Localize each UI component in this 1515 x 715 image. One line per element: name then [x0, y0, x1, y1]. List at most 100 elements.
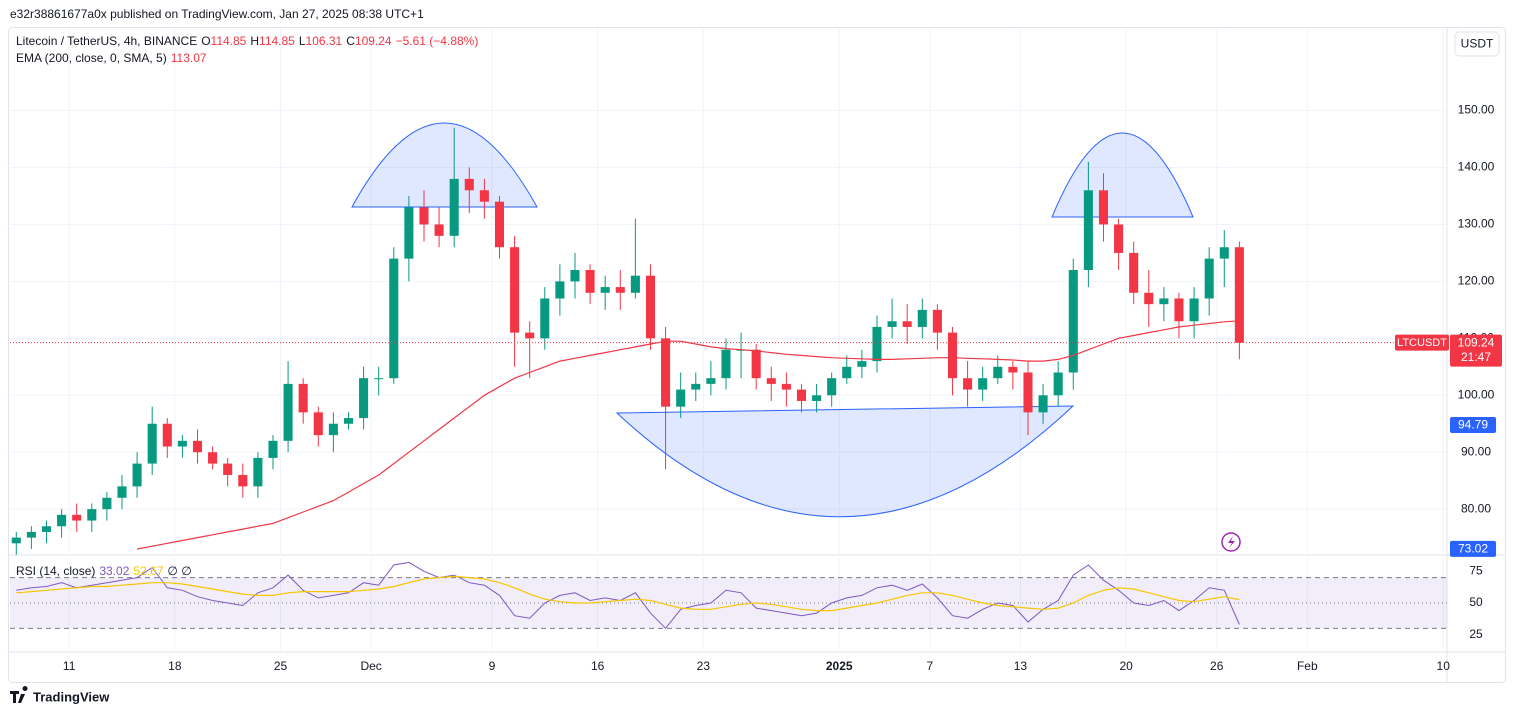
candle-body [812, 395, 822, 401]
candle-body [479, 190, 489, 202]
candle-body [1098, 190, 1109, 225]
candle-body [1129, 252, 1139, 293]
candle-body [887, 321, 897, 327]
candle-body [177, 440, 187, 447]
candle-body [192, 440, 203, 453]
candle-body [1174, 298, 1184, 322]
arc-drawing[interactable] [1051, 132, 1194, 218]
last-price-tag [1450, 334, 1502, 367]
candle-body [630, 275, 640, 293]
currency-button-label: USDT [1461, 37, 1494, 51]
publisher: e32r38861677a0x published on TradingView… [10, 7, 424, 21]
candle-body [645, 275, 656, 339]
candle-body [238, 474, 248, 487]
x-tick-label: 25 [274, 659, 288, 673]
candle-body [691, 383, 701, 390]
candle-body [1219, 247, 1229, 259]
candle-body [1159, 298, 1169, 305]
y-tick-label: 120.00 [1458, 274, 1495, 288]
candle-body [963, 378, 973, 390]
price-tag [1450, 416, 1496, 433]
price-tag-label: 73.02 [1458, 542, 1488, 556]
candle-body [1144, 292, 1154, 305]
candle-body [615, 287, 625, 293]
candle-body [525, 332, 535, 339]
logo-icon [10, 686, 28, 703]
y-tick-label: 100.00 [1458, 387, 1495, 401]
currency-button[interactable] [1454, 31, 1500, 57]
rsi-value: 52.67 [133, 564, 164, 578]
candle-body [1023, 372, 1033, 413]
candle-body [253, 457, 263, 487]
candle-body [1189, 298, 1199, 322]
candle-body [676, 389, 686, 407]
candle-body [132, 463, 142, 487]
candle-body [208, 452, 218, 464]
rsi-name: RSI (14, close) [16, 564, 96, 578]
alert-icon[interactable] [1221, 532, 1241, 552]
x-tick-label: 16 [591, 659, 605, 673]
candle-body [1234, 247, 1244, 343]
candle-body [26, 531, 36, 538]
x-tick-label: 10 [1437, 659, 1451, 673]
candle-body [661, 338, 671, 407]
x-tick-label: 9 [489, 659, 496, 673]
x-tick-label: 13 [1014, 659, 1028, 673]
countdown-label: 21:47 [1461, 350, 1491, 364]
candle-body [389, 258, 399, 379]
y-tick-label: 80.00 [1461, 501, 1491, 515]
candle-body [947, 332, 958, 379]
candle-body [419, 207, 429, 225]
candle-body [1083, 190, 1093, 271]
candle-body [781, 383, 791, 390]
candle-body [162, 423, 172, 447]
arc-drawing[interactable] [615, 405, 1075, 518]
rsi-value: 33.02 [99, 564, 130, 578]
y-tick-label: 150.00 [1458, 103, 1495, 117]
rsi-legend: RSI (14, close) 33.02 52.67 ∅ ∅ [16, 564, 196, 578]
candle-body [283, 383, 293, 441]
price-tag [1450, 540, 1496, 557]
candle-body [917, 309, 927, 327]
candle-body [796, 389, 807, 401]
candle-body [268, 440, 278, 458]
candle-body [721, 349, 731, 379]
alert-icon-bolt [1228, 536, 1235, 548]
candle-body [374, 378, 384, 380]
candle-body [932, 309, 942, 333]
legend-key: C [346, 34, 355, 48]
candle-body [102, 497, 112, 510]
candle-body [464, 178, 474, 191]
candle-body [117, 486, 127, 498]
y-tick-label: 25 [1469, 627, 1483, 641]
rsi-extra: ∅ ∅ [167, 564, 192, 578]
x-tick-label: 18 [168, 659, 182, 673]
legend-change: −5.61 (−4.88%) [395, 34, 479, 48]
candle-body [1114, 224, 1124, 253]
candle-body [510, 247, 520, 333]
candle-body [706, 378, 716, 384]
candle-body [11, 537, 21, 544]
y-tick-label: 50 [1469, 595, 1483, 609]
candle-body [313, 412, 323, 436]
symbol-tag-label: LTCUSDT [1397, 337, 1447, 349]
candle-body [827, 378, 837, 396]
candle-body [902, 321, 912, 327]
candle-body [540, 298, 550, 339]
candle-body [147, 423, 157, 464]
symbol-tag [1395, 334, 1449, 351]
candle-body [434, 224, 444, 236]
arc-drawing[interactable] [351, 122, 538, 208]
candle-body [585, 270, 595, 293]
candle-body [570, 270, 580, 282]
frame [8, 27, 1506, 683]
candle-body [1038, 395, 1048, 413]
candle-body [343, 418, 354, 424]
candle-body [328, 423, 338, 436]
candle-body [494, 201, 505, 248]
x-tick-label: 26 [1210, 659, 1224, 673]
candle-body [751, 349, 761, 379]
y-tick-label: 140.00 [1458, 160, 1495, 174]
